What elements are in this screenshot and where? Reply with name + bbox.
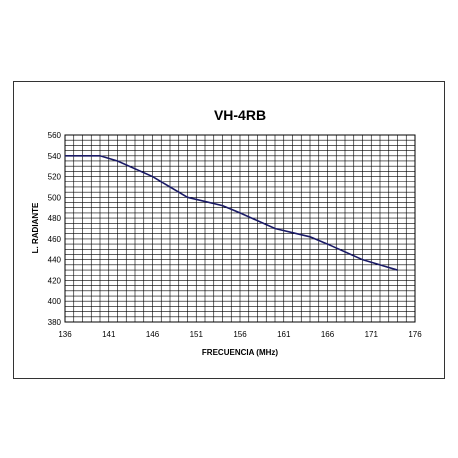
y-tick-label: 520	[48, 173, 62, 182]
y-tick-label: 440	[48, 256, 62, 265]
x-axis-label: FRECUENCIA (MHz)	[202, 348, 278, 357]
y-tick-label: 480	[48, 214, 62, 223]
series-line	[65, 154, 398, 271]
y-axis-ticks: 380 400 420 440 460 480 500 520 540 560	[48, 131, 62, 327]
x-tick-label: 136	[58, 330, 72, 339]
y-tick-label: 540	[48, 152, 62, 161]
x-tick-label: 161	[277, 330, 291, 339]
x-axis-ticks: 136 141 146 151 156 161 166 171 176	[58, 330, 422, 339]
chart-frame	[13, 81, 445, 379]
y-tick-label: 500	[48, 193, 62, 202]
plot-border	[64, 134, 416, 323]
x-tick-label: 176	[408, 330, 422, 339]
x-tick-label: 166	[321, 330, 335, 339]
y-tick-label: 420	[48, 276, 62, 285]
x-tick-label: 171	[365, 330, 379, 339]
x-tick-label: 141	[102, 330, 116, 339]
y-tick-label: 380	[48, 318, 62, 327]
y-tick-label: 460	[48, 235, 62, 244]
y-axis-label: L. RADIANTE	[31, 202, 40, 253]
x-tick-label: 146	[146, 330, 160, 339]
x-tick-label: 156	[233, 330, 247, 339]
chart-title: VH-4RB	[214, 107, 266, 123]
y-tick-label: 400	[48, 297, 62, 306]
y-tick-label: 560	[48, 131, 62, 140]
x-tick-label: 151	[190, 330, 204, 339]
plot-grid	[64, 134, 416, 323]
